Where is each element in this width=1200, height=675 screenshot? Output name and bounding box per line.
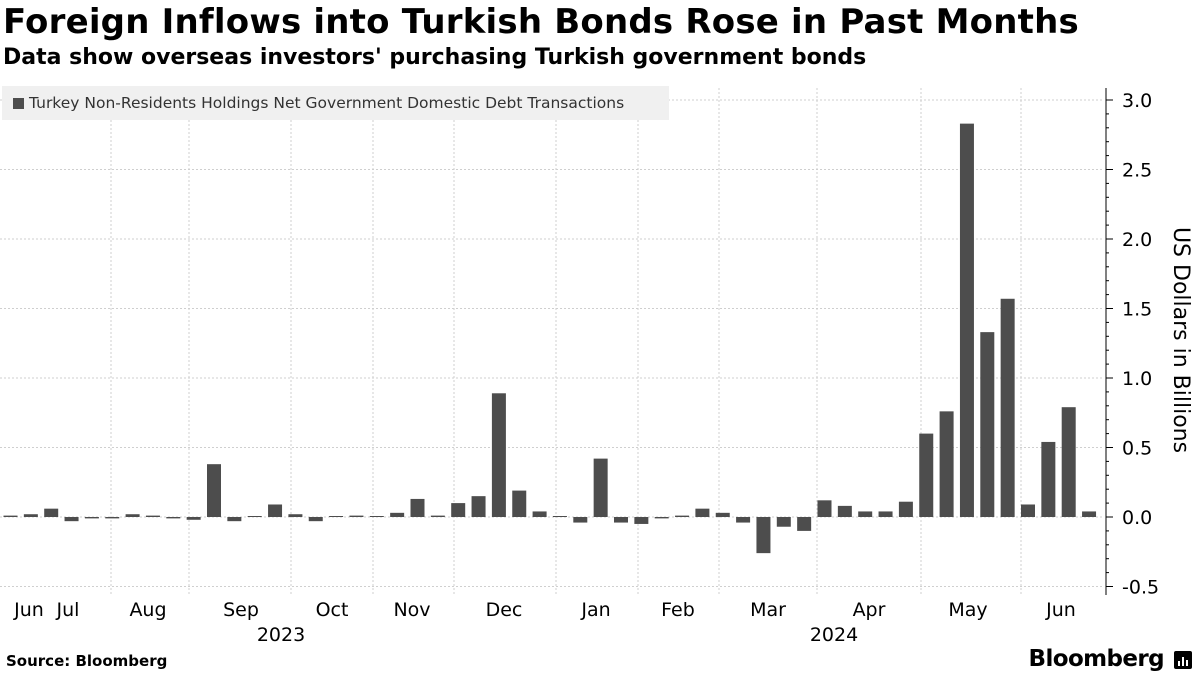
- x-month-label: Apr: [853, 599, 886, 621]
- bar: [451, 503, 466, 517]
- x-month-label: Jul: [56, 599, 80, 621]
- y-tick-label: 3.0: [1122, 90, 1152, 112]
- grid-lines: [0, 88, 1104, 595]
- x-month-label: Nov: [393, 599, 430, 621]
- x-month-label: Feb: [661, 599, 695, 621]
- bar: [939, 411, 954, 517]
- y-tick-label: 2.5: [1122, 160, 1152, 182]
- bar: [878, 511, 893, 517]
- bar: [369, 516, 384, 517]
- bar: [84, 517, 99, 519]
- bar: [105, 517, 120, 519]
- bar: [736, 517, 751, 523]
- bar: [573, 517, 588, 523]
- bar: [227, 517, 242, 522]
- bar: [552, 516, 567, 517]
- bar: [145, 515, 160, 517]
- bar: [1000, 298, 1015, 517]
- bar: [1061, 407, 1076, 517]
- x-month-label: Dec: [486, 599, 523, 621]
- bar: [308, 517, 323, 522]
- x-month-label: Oct: [316, 599, 349, 621]
- y-tick-label: 1.0: [1122, 368, 1152, 390]
- y-axis: -0.5 0.0 0.5 1.0 1.5 2.0 2.5 3.0 US Dollars in B…: [1105, 88, 1193, 599]
- chart-title: Foreign Inflows into Turkish Bonds Rose …: [3, 2, 1079, 42]
- x-month-label: May: [948, 599, 987, 621]
- bar: [64, 517, 79, 522]
- bar: [817, 500, 832, 517]
- bar: [715, 512, 730, 517]
- bar-series: [3, 123, 1097, 554]
- x-axis: Jun Jul Aug Sep Oct Nov Dec Jan Feb Mar Apr May Jun 2…: [13, 599, 1076, 646]
- bloomberg-chart-icon: [1174, 651, 1192, 669]
- bar: [3, 515, 18, 517]
- bar: [756, 517, 771, 554]
- bar: [410, 498, 425, 517]
- bar: [471, 496, 486, 517]
- bar: [858, 511, 873, 517]
- chart-subtitle: Data show overseas investors' purchasing…: [3, 45, 867, 70]
- x-month-label: Jun: [13, 599, 44, 621]
- bar: [349, 515, 364, 517]
- bar: [512, 490, 527, 517]
- legend-label: Turkey Non-Residents Holdings Net Govern…: [29, 94, 625, 112]
- bar: [491, 393, 506, 517]
- bar: [1041, 441, 1056, 517]
- bar: [430, 515, 445, 517]
- bar: [207, 464, 221, 517]
- bar: [797, 517, 812, 531]
- y-tick-label: 0.0: [1122, 507, 1152, 529]
- bar: [614, 517, 628, 523]
- source-note: Source: Bloomberg: [6, 652, 168, 670]
- legend-swatch: [13, 97, 24, 109]
- bar: [593, 458, 608, 517]
- x-month-label: Jun: [1045, 599, 1076, 621]
- bar: [186, 517, 201, 520]
- bar: [329, 516, 344, 517]
- y-tick-label: 0.5: [1122, 438, 1152, 460]
- bar: [390, 512, 405, 517]
- x-year-label: 2023: [257, 624, 305, 646]
- bar: [959, 123, 974, 517]
- bar: [837, 505, 852, 517]
- bar: [1021, 504, 1035, 517]
- bar: [288, 514, 303, 517]
- y-tick-label: 2.0: [1122, 229, 1152, 251]
- bloomberg-logo: Bloomberg: [1028, 646, 1165, 672]
- bar: [1082, 511, 1097, 517]
- y-axis-title: US Dollars in Billions: [1168, 227, 1193, 453]
- bar: [247, 516, 262, 517]
- bar: [675, 515, 690, 517]
- bar: [125, 514, 140, 517]
- bar: [23, 514, 38, 517]
- legend: Turkey Non-Residents Holdings Net Govern…: [2, 86, 669, 120]
- y-tick-label: -0.5: [1122, 577, 1159, 599]
- bar: [268, 504, 283, 517]
- bar: [980, 332, 995, 517]
- y-tick-label: 1.5: [1122, 299, 1152, 321]
- bar: [654, 517, 669, 519]
- bar: [634, 517, 649, 524]
- bar: [166, 517, 181, 519]
- bar: [898, 501, 913, 517]
- bar: [776, 517, 791, 527]
- bar: [44, 508, 59, 517]
- x-month-label: Aug: [129, 599, 166, 621]
- x-month-label: Mar: [750, 599, 786, 621]
- bar: [695, 508, 710, 517]
- x-year-label: 2024: [810, 624, 858, 646]
- bar: [532, 511, 547, 517]
- bar: [919, 433, 934, 517]
- x-month-label: Sep: [223, 599, 259, 621]
- x-month-label: Jan: [580, 599, 610, 621]
